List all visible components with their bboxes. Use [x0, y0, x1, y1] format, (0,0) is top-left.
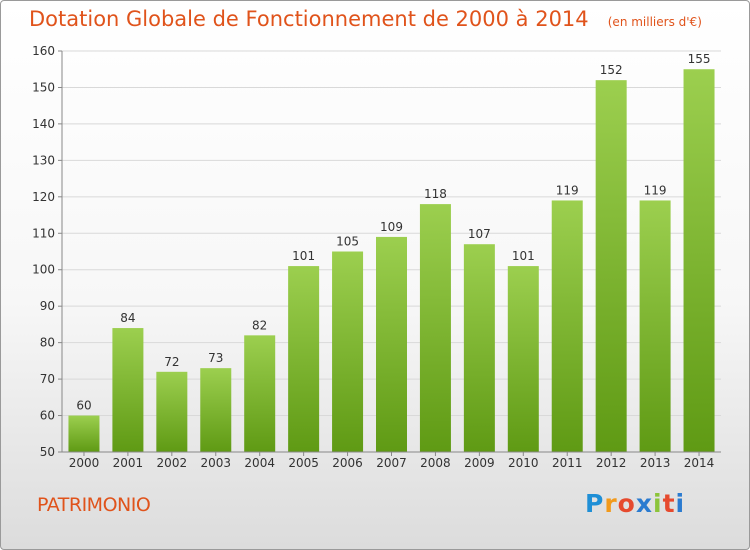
bar-value-label: 118 [424, 187, 447, 201]
bar [419, 204, 451, 452]
bar-value-label: 73 [208, 351, 223, 365]
bar-value-label: 84 [120, 311, 135, 325]
x-tick-label: 2009 [464, 456, 495, 470]
x-tick-label: 2006 [332, 456, 363, 470]
bar [683, 69, 715, 453]
bar-value-label: 60 [76, 399, 91, 413]
logo-letter: P [585, 489, 605, 518]
x-tick-label: 2014 [684, 456, 715, 470]
y-tick-label: 60 [40, 409, 55, 423]
x-tick-label: 2004 [244, 456, 275, 470]
x-tick-label: 2011 [552, 456, 583, 470]
bar [376, 236, 407, 452]
y-tick-label: 160 [32, 44, 55, 58]
bar-value-label: 152 [600, 63, 623, 77]
x-tick-label: 2008 [420, 456, 451, 470]
logo-letter: t [662, 489, 676, 518]
x-tick-label: 2000 [69, 456, 100, 470]
x-tick-label: 2001 [113, 456, 144, 470]
chart-title: Dotation Globale de Fonctionnement de 20… [29, 7, 589, 31]
bar-value-label: 119 [644, 183, 667, 197]
bar [332, 251, 364, 452]
bar-value-label: 109 [380, 220, 403, 234]
bar [639, 200, 671, 452]
bar [595, 80, 627, 452]
x-tick-label: 2013 [640, 456, 671, 470]
bar-value-label: 101 [292, 249, 315, 263]
logo-letter: o [617, 489, 636, 518]
bar [68, 415, 100, 452]
x-tick-label: 2002 [157, 456, 188, 470]
y-tick-label: 120 [32, 190, 55, 204]
logo-letter: i [653, 489, 663, 518]
y-tick-label: 70 [40, 372, 55, 386]
bar-value-label: 101 [512, 249, 535, 263]
bar-value-label: 82 [252, 318, 267, 332]
logo-letter: r [604, 489, 618, 518]
bar [156, 371, 188, 452]
bar [507, 266, 539, 452]
x-tick-label: 2010 [508, 456, 539, 470]
bar [463, 244, 495, 452]
bar-value-label: 105 [336, 235, 359, 249]
y-tick-label: 150 [32, 80, 55, 94]
bar-value-label: 107 [468, 227, 491, 241]
x-tick-label: 2007 [376, 456, 407, 470]
bar [288, 266, 320, 452]
commune-name: PATRIMONIO [37, 494, 151, 516]
proxiti-logo: Proxiti [585, 489, 685, 518]
bar [551, 200, 583, 452]
y-tick-label: 110 [32, 226, 55, 240]
bar [244, 335, 276, 452]
bar [200, 368, 232, 452]
y-tick-label: 50 [40, 445, 55, 459]
logo-letter: i [675, 489, 686, 518]
x-tick-label: 2003 [200, 456, 231, 470]
bar [112, 328, 144, 452]
y-tick-label: 100 [32, 263, 55, 277]
y-tick-label: 130 [32, 153, 55, 167]
bar-value-label: 119 [556, 183, 579, 197]
chart-title-row: Dotation Globale de Fonctionnement de 20… [29, 7, 702, 31]
logo-letter: x [635, 489, 653, 518]
x-tick-label: 2005 [288, 456, 319, 470]
x-tick-label: 2012 [596, 456, 627, 470]
y-tick-label: 80 [40, 336, 55, 350]
bar-value-label: 155 [688, 52, 711, 66]
bar-value-label: 72 [164, 355, 179, 369]
y-tick-label: 140 [32, 117, 55, 131]
chart-unit: (en milliers d'€) [607, 15, 702, 29]
y-tick-label: 90 [40, 299, 55, 313]
